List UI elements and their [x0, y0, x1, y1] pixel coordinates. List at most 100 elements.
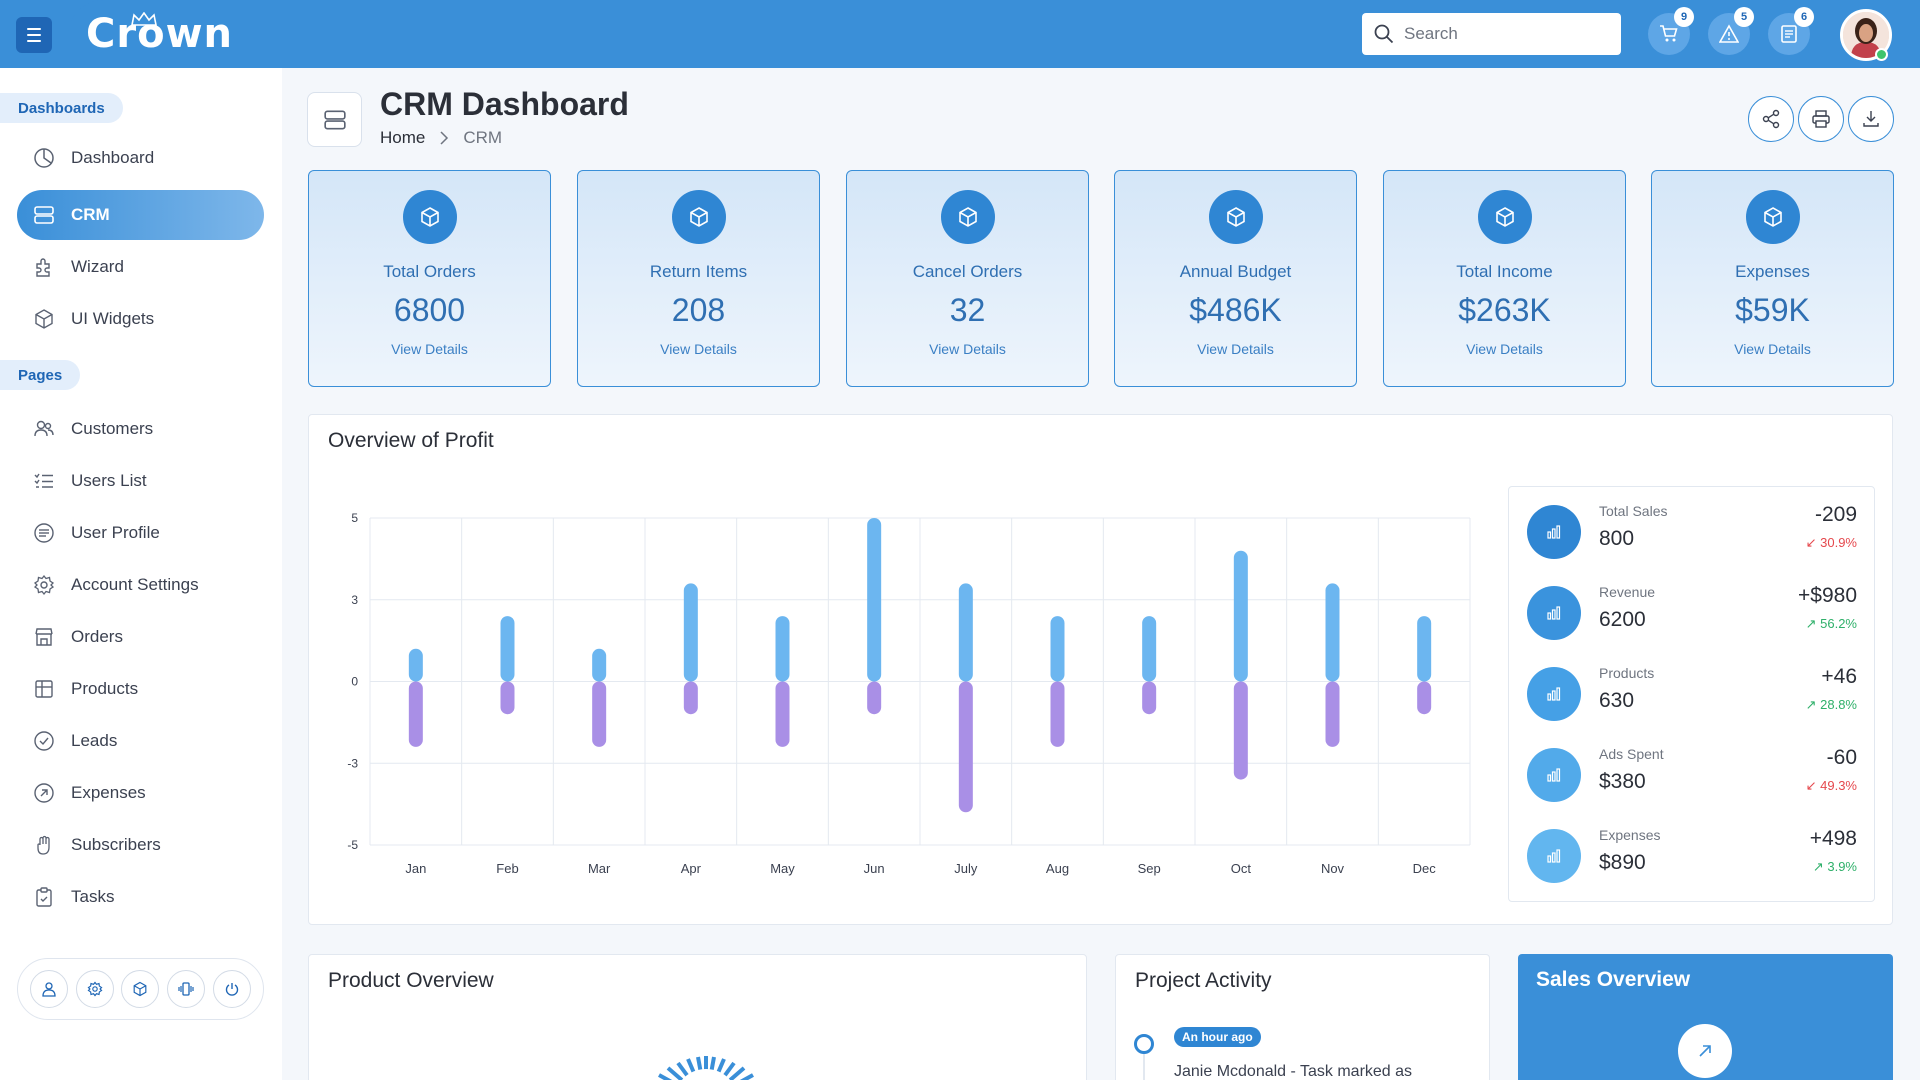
- documents-button[interactable]: 6: [1768, 7, 1814, 55]
- sidebar-item-users-list[interactable]: Users List: [17, 456, 264, 506]
- y-tick-label: 0: [351, 675, 358, 689]
- bar-negative: [1417, 681, 1432, 715]
- logo-text: Crown: [86, 11, 233, 57]
- view-details-link[interactable]: View Details: [929, 341, 1006, 357]
- bar-positive: [592, 648, 607, 682]
- sidebar-item-account-settings[interactable]: Account Settings: [17, 560, 264, 610]
- share-icon: [1762, 109, 1780, 129]
- bar-positive: [867, 518, 882, 682]
- bar-positive: [1325, 583, 1340, 682]
- sidebar-item-products[interactable]: Products: [17, 664, 264, 714]
- view-details-link[interactable]: View Details: [1734, 341, 1811, 357]
- sidebar-item-label: CRM: [71, 205, 110, 224]
- summary-value: 800: [1599, 527, 1635, 550]
- stat-label: Cancel Orders: [912, 262, 1023, 281]
- summary-value: 6200: [1599, 608, 1646, 631]
- sales-overview-panel: Sales Overview: [1518, 954, 1893, 1080]
- vibrate-shortcut-button[interactable]: [167, 970, 206, 1008]
- sidebar-item-user-profile[interactable]: User Profile: [17, 508, 264, 558]
- menu-toggle-button[interactable]: [16, 17, 52, 53]
- bar-positive: [1050, 616, 1065, 682]
- view-details-link[interactable]: View Details: [1197, 341, 1274, 357]
- project-activity-panel: Project Activity: [1115, 954, 1490, 1080]
- summary-percent: ↗ 3.9%: [1812, 859, 1857, 874]
- breadcrumb: Home CRM: [380, 128, 502, 148]
- stat-label: Total Income: [1456, 262, 1553, 281]
- stat-value: $263K: [1458, 292, 1551, 328]
- profile-shortcut-button[interactable]: [29, 970, 68, 1008]
- bar-negative: [683, 681, 698, 715]
- summary-delta: +$980: [1798, 584, 1857, 607]
- print-button[interactable]: [1798, 96, 1844, 142]
- power-icon: [225, 983, 239, 996]
- sidebar-item-ui-widgets[interactable]: UI Widgets: [17, 294, 264, 344]
- sidebar-item-subscribers[interactable]: Subscribers: [17, 820, 264, 870]
- profit-bar-chart: 5 3 0 -3 -5 Jan Feb Mar Apr May Jun July Aug Sep Oct No…: [347, 511, 1471, 876]
- bar-chart-icon: [1527, 667, 1581, 721]
- chevron-right-icon: [440, 131, 449, 145]
- sidebar-item-tasks[interactable]: Tasks: [17, 872, 264, 922]
- share-button[interactable]: [1748, 96, 1794, 142]
- sidebar: Dashboards Dashboard CRM Wizard UI Widge…: [0, 68, 282, 1080]
- gear-icon: [33, 574, 55, 596]
- bar-negative: [1142, 681, 1157, 715]
- summary-row-revenue: Revenue 6200 +$980 ↗ 56.2%: [1527, 582, 1857, 642]
- stat-value: $486K: [1189, 292, 1282, 328]
- y-tick-label: -3: [347, 756, 358, 770]
- sidebar-item-wizard[interactable]: Wizard: [17, 242, 264, 292]
- sidebar-item-crm[interactable]: CRM: [17, 190, 264, 240]
- product-overview-panel: Product Overview: [308, 954, 1087, 1080]
- cube-icon: [134, 981, 147, 997]
- store-icon: [33, 626, 55, 648]
- x-tick-label: Jun: [864, 861, 885, 876]
- arrow-up-right-icon: [1699, 1045, 1711, 1057]
- summary-row-products: Products 630 +46 ↗ 28.8%: [1527, 663, 1857, 723]
- panel-title: Overview of Profit: [328, 429, 494, 452]
- sales-open-button[interactable]: [1678, 1024, 1732, 1078]
- y-tick-label: 5: [351, 511, 358, 525]
- view-details-link[interactable]: View Details: [660, 341, 737, 357]
- logout-button[interactable]: [213, 970, 252, 1008]
- bar-negative: [592, 681, 607, 747]
- sidebar-item-label: UI Widgets: [71, 309, 155, 328]
- cart-button[interactable]: 9: [1648, 7, 1694, 55]
- server-stack-icon: [33, 204, 55, 226]
- stat-label: Total Orders: [383, 262, 476, 281]
- sidebar-item-orders[interactable]: Orders: [17, 612, 264, 662]
- bar-positive: [1417, 616, 1432, 682]
- bar-negative: [867, 681, 882, 715]
- sidebar-item-expenses[interactable]: Expenses: [17, 768, 264, 818]
- sidebar-item-dashboard[interactable]: Dashboard: [17, 133, 264, 183]
- settings-shortcut-button[interactable]: [75, 970, 114, 1008]
- sidebar-item-label: Subscribers: [71, 835, 161, 854]
- summary-row-total-sales: Total Sales 800 -209 ↙ 30.9%: [1527, 501, 1857, 561]
- summary-percent: ↙ 49.3%: [1805, 778, 1857, 793]
- breadcrumb-home-link[interactable]: Home: [380, 128, 426, 147]
- bar-positive: [775, 616, 790, 682]
- view-details-link[interactable]: View Details: [1466, 341, 1543, 357]
- logo[interactable]: Crown: [68, 0, 280, 68]
- stat-value: 6800: [393, 292, 466, 328]
- search-input[interactable]: [1404, 24, 1604, 44]
- view-details-link[interactable]: View Details: [391, 341, 468, 357]
- x-tick-label: July: [954, 861, 978, 876]
- cube-icon: [671, 190, 726, 244]
- sidebar-item-leads[interactable]: Leads: [17, 716, 264, 766]
- bar-chart-icon: [1527, 748, 1581, 802]
- bar-negative: [500, 681, 515, 715]
- stat-card-total-orders: Total Orders 6800 View Details: [308, 170, 551, 387]
- summary-delta: +46: [1821, 665, 1857, 688]
- stat-card-expenses: Expenses $59K View Details: [1651, 170, 1894, 387]
- sidebar-item-label: Account Settings: [71, 575, 199, 594]
- alerts-button[interactable]: 5: [1708, 7, 1754, 55]
- arrow-up-right-icon: ↗: [1805, 697, 1821, 712]
- sidebar-item-customers[interactable]: Customers: [17, 404, 264, 454]
- download-icon: [1863, 111, 1879, 127]
- cube-icon: [33, 308, 55, 330]
- stat-value: $59K: [1735, 292, 1810, 328]
- timeline-dot: [1134, 1034, 1154, 1054]
- widgets-shortcut-button[interactable]: [121, 970, 160, 1008]
- download-button[interactable]: [1848, 96, 1894, 142]
- search-box[interactable]: [1362, 13, 1621, 55]
- summary-percent: ↗ 56.2%: [1805, 616, 1857, 631]
